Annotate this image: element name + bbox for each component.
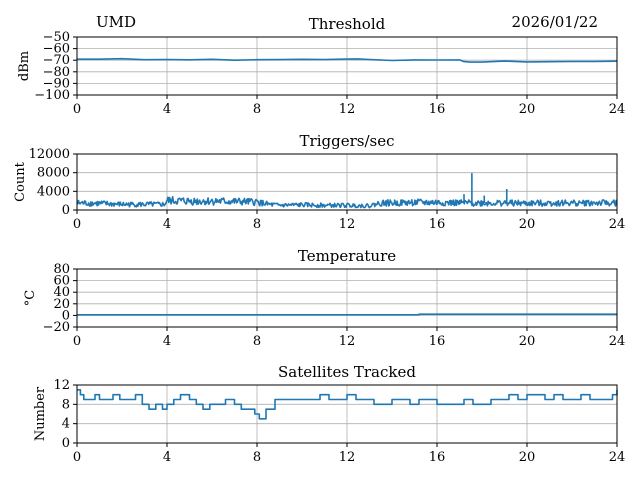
y-tick-label: 8 [62, 397, 70, 412]
series-line [77, 389, 618, 420]
x-tick-label: 4 [163, 450, 171, 465]
y-tick-label: 4000 [37, 184, 70, 199]
series-line [76, 196, 618, 209]
y-tick-label: −90 [43, 76, 70, 91]
x-tick-label: 16 [429, 102, 446, 117]
x-tick-label: 24 [609, 217, 626, 232]
y-tick-label: 60 [53, 274, 70, 289]
x-tick-label: 20 [519, 217, 536, 232]
y-axis-label: °C [23, 290, 38, 307]
x-tick-label: 12 [339, 334, 356, 349]
y-axis-label: Number [33, 386, 48, 441]
y-tick-label: 12000 [29, 147, 70, 162]
y-tick-label: −20 [43, 320, 70, 335]
x-tick-label: 12 [339, 217, 356, 232]
y-axis-label: Count [13, 161, 28, 202]
x-tick-label: 20 [519, 450, 536, 465]
y-tick-label: 0 [62, 203, 70, 218]
y-tick-label: −70 [43, 53, 70, 68]
panel-title: Triggers/sec [300, 132, 395, 150]
panel-title: Temperature [298, 247, 396, 265]
x-tick-label: 8 [253, 450, 261, 465]
x-tick-label: 16 [429, 334, 446, 349]
y-tick-label: 8000 [37, 166, 70, 181]
x-tick-label: 4 [163, 102, 171, 117]
x-tick-label: 8 [253, 334, 261, 349]
y-tick-label: 12 [53, 378, 70, 393]
y-tick-label: 0 [62, 308, 70, 323]
y-tick-label: −60 [43, 42, 70, 57]
x-tick-label: 20 [519, 334, 536, 349]
y-tick-label: 80 [53, 262, 70, 277]
x-tick-label: 4 [163, 334, 171, 349]
series-line [77, 57, 618, 63]
date-label: 2026/01/22 [511, 13, 598, 31]
x-tick-label: 8 [253, 217, 261, 232]
series-line [77, 313, 617, 316]
y-tick-label: −100 [34, 88, 70, 103]
x-tick-label: 8 [253, 102, 261, 117]
y-tick-label: 40 [53, 285, 70, 300]
x-tick-label: 12 [339, 102, 356, 117]
x-tick-label: 24 [609, 334, 626, 349]
x-tick-label: 16 [429, 217, 446, 232]
y-axis-label: dBm [17, 51, 32, 81]
panel-title: Satellites Tracked [278, 363, 416, 381]
x-tick-label: 0 [73, 217, 81, 232]
y-tick-label: −50 [43, 30, 70, 45]
panel-title: Threshold [309, 15, 386, 33]
y-tick-label: 20 [53, 297, 70, 312]
x-tick-label: 24 [609, 102, 626, 117]
x-tick-label: 0 [73, 102, 81, 117]
y-tick-label: 4 [62, 417, 70, 432]
x-tick-label: 16 [429, 450, 446, 465]
x-tick-label: 0 [73, 450, 81, 465]
x-tick-label: 24 [609, 450, 626, 465]
x-tick-label: 12 [339, 450, 356, 465]
y-tick-label: 0 [62, 436, 70, 451]
x-tick-label: 4 [163, 217, 171, 232]
x-tick-label: 0 [73, 334, 81, 349]
x-tick-label: 20 [519, 102, 536, 117]
station-label: UMD [96, 13, 137, 31]
y-tick-label: −80 [43, 65, 70, 80]
